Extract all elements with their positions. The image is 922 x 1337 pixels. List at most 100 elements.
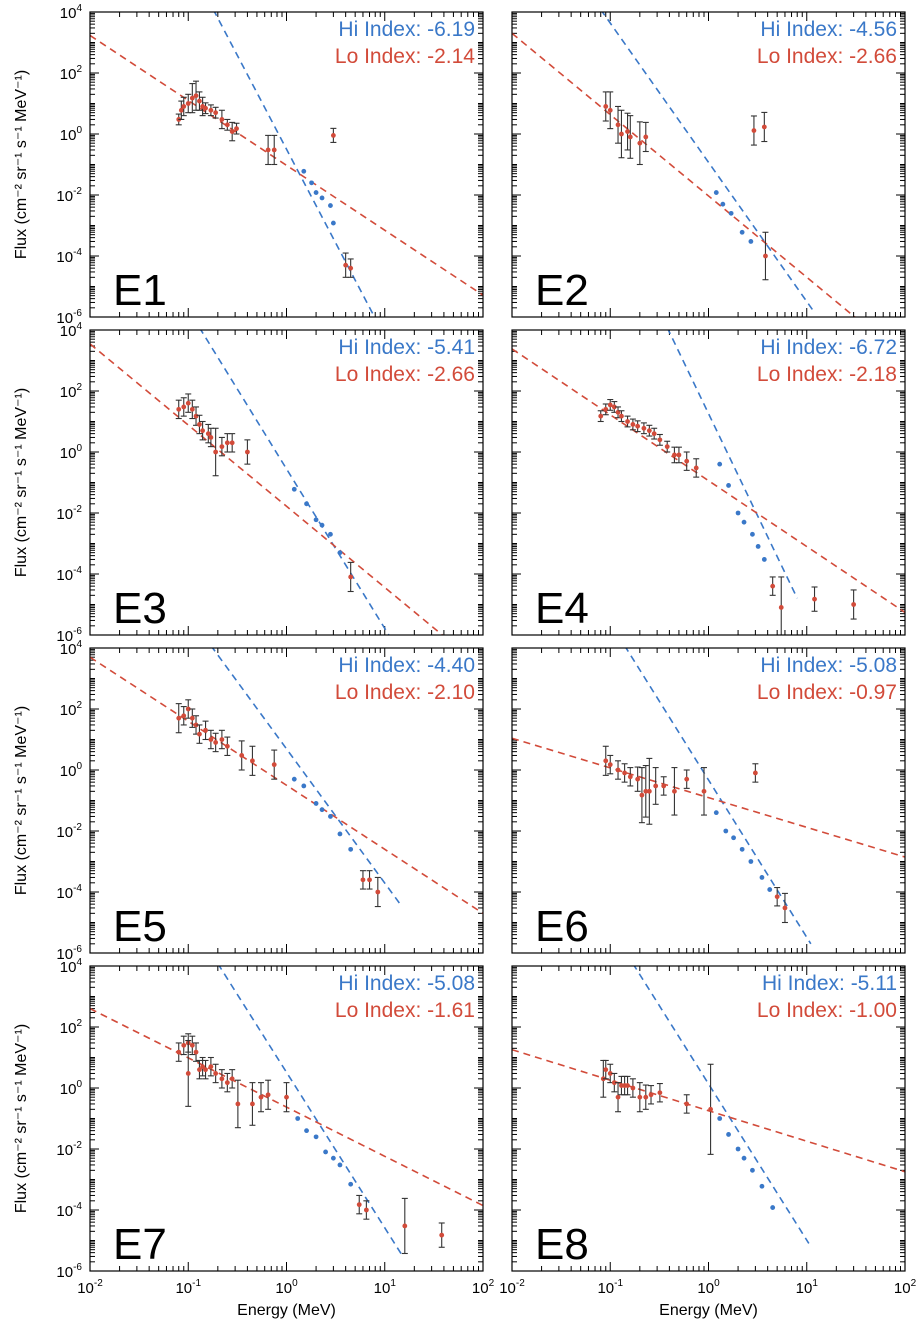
y-tick-label: 10-6 xyxy=(56,626,82,645)
hi-data-point xyxy=(337,831,343,837)
y-tick-label: 100 xyxy=(60,761,83,780)
panel-label: E1 xyxy=(113,266,167,315)
lo-data-point xyxy=(271,762,277,768)
lo-data-point xyxy=(197,731,202,737)
lo-data-point xyxy=(603,1067,609,1073)
lo-data-point xyxy=(598,413,604,419)
y-tick-label: 102 xyxy=(60,382,83,401)
lo-data-point xyxy=(607,402,613,408)
lo-data-point xyxy=(672,452,677,458)
lo-data-point xyxy=(684,1101,690,1107)
y-tick-label: 10-6 xyxy=(56,944,82,963)
panel-label: E7 xyxy=(113,1220,167,1269)
hi-index-label: Hi Index: -6.72 xyxy=(760,336,897,359)
y-tick-label: 104 xyxy=(60,3,83,22)
lo-data-point xyxy=(203,105,208,111)
panel-label: E2 xyxy=(535,266,589,315)
hi-data-point xyxy=(313,517,319,523)
panel-frame xyxy=(89,11,484,318)
lo-data-point xyxy=(684,776,690,782)
panel-e4: Hi Index: -6.72 Lo Index: -2.18 E4 xyxy=(511,329,906,636)
lo-data-point xyxy=(189,715,195,721)
hi-data-point xyxy=(726,1132,731,1137)
lo-data-point xyxy=(630,1085,636,1091)
hi-data-point xyxy=(717,1116,723,1121)
hi-data-point xyxy=(739,229,745,235)
lo-data-point xyxy=(176,1049,182,1055)
lo-data-point xyxy=(343,262,349,268)
lo-data-point xyxy=(763,253,768,259)
lo-data-point xyxy=(224,122,230,128)
lo-index-label: Lo Index: -0.97 xyxy=(757,681,897,704)
panel-frame xyxy=(89,647,484,954)
lo-data-point xyxy=(348,574,354,580)
panel-e8: 10-2 10-1 100 101 102 Energy (MeV) Hi Index: -… xyxy=(499,965,917,1319)
hi-data-point xyxy=(328,814,333,819)
lo-data-point xyxy=(181,1042,187,1048)
lo-data-point xyxy=(607,107,613,113)
lo-data-point xyxy=(203,727,208,733)
lo-data-point xyxy=(676,452,682,458)
lo-data-point xyxy=(701,788,707,794)
hi-data-point xyxy=(304,1128,309,1134)
panel-label: E5 xyxy=(113,902,167,951)
panel-frame xyxy=(511,647,906,954)
hi-index-fit-line xyxy=(211,648,403,908)
lo-data-point xyxy=(363,1207,369,1213)
y-tick-label: 10-6 xyxy=(56,1262,82,1281)
lo-data-point xyxy=(229,129,235,134)
lo-index-fit-line xyxy=(512,348,905,614)
hi-data-point xyxy=(728,210,734,216)
hi-index-label: Hi Index: -5.11 xyxy=(762,972,897,995)
lo-data-point xyxy=(224,440,230,446)
lo-data-point xyxy=(193,93,199,99)
lo-data-point xyxy=(684,458,690,464)
lo-data-point xyxy=(653,783,659,789)
lo-data-point xyxy=(208,1064,214,1070)
lo-data-point xyxy=(181,713,187,719)
hi-data-point xyxy=(739,846,745,852)
lo-data-point xyxy=(200,1064,206,1070)
lo-data-point xyxy=(625,129,630,134)
lo-data-point xyxy=(693,465,699,471)
lo-data-point xyxy=(213,110,219,116)
lo-data-point xyxy=(651,431,657,437)
lo-data-point xyxy=(402,1223,408,1229)
lo-data-point xyxy=(197,1067,202,1073)
panel-label: E6 xyxy=(535,902,589,951)
hi-index-fit-line xyxy=(199,330,390,635)
lo-data-point xyxy=(619,413,624,419)
lo-data-point xyxy=(635,776,641,782)
lo-data-point xyxy=(250,758,255,764)
lo-data-point xyxy=(208,435,214,440)
panel-frame xyxy=(511,329,906,636)
lo-data-point xyxy=(611,1080,617,1086)
hi-data-point xyxy=(735,1146,741,1152)
lo-data-point xyxy=(224,743,230,749)
hi-data-point xyxy=(767,887,773,892)
hi-data-point xyxy=(761,557,767,562)
lo-data-point xyxy=(181,404,187,410)
lo-data-point xyxy=(761,124,767,130)
panel-frame xyxy=(89,965,484,1272)
lo-data-point xyxy=(265,1092,271,1098)
hi-data-point xyxy=(770,1205,776,1210)
lo-data-point xyxy=(812,596,817,602)
plot-area xyxy=(90,12,483,317)
lo-data-point xyxy=(224,1080,230,1086)
lo-data-point xyxy=(219,737,225,742)
hi-index-fit-line xyxy=(667,330,798,599)
plot-area xyxy=(90,966,483,1256)
y-tick-label: 10-2 xyxy=(56,186,82,205)
hi-data-point xyxy=(748,859,754,864)
hi-data-point xyxy=(328,203,333,208)
y-axis-label: Flux (cm⁻² sr⁻¹ s⁻¹ MeV⁻¹) xyxy=(13,70,30,259)
lo-data-point xyxy=(265,147,271,153)
hi-index-label: Hi Index: -4.40 xyxy=(338,654,475,677)
lo-index-label: Lo Index: -2.66 xyxy=(335,363,475,386)
hi-data-point xyxy=(337,1162,343,1168)
hi-data-point xyxy=(750,1167,755,1173)
lo-data-point xyxy=(639,792,645,798)
lo-data-point xyxy=(189,406,195,412)
lo-data-point xyxy=(219,1076,225,1082)
